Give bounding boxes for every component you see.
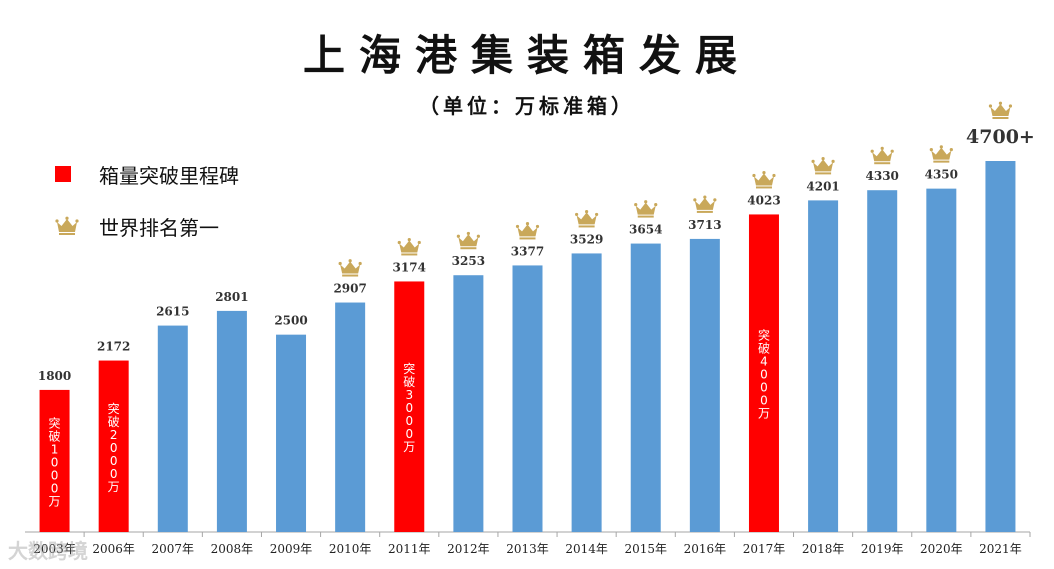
category-label: 2021年 xyxy=(979,542,1022,556)
bar-milestone xyxy=(98,360,129,532)
value-label: 4023 xyxy=(747,193,780,207)
category-label: 2018年 xyxy=(802,542,845,556)
value-label: 3713 xyxy=(688,218,721,232)
bar xyxy=(216,310,247,532)
bar xyxy=(335,302,366,532)
bar xyxy=(276,334,307,532)
value-label: 1800 xyxy=(38,369,71,383)
bar xyxy=(571,253,602,532)
milestone-label: 突破 2 0 0 0 万 xyxy=(108,401,120,494)
bar-milestone xyxy=(394,281,425,532)
category-label: 2010年 xyxy=(329,542,372,556)
category-label: 2019年 xyxy=(861,542,904,556)
value-label: 3377 xyxy=(511,244,544,258)
legend-rank-label: 世界排名第一 xyxy=(99,215,219,240)
category-label: 2020年 xyxy=(920,542,963,556)
crown-icon xyxy=(811,156,835,175)
watermark: 大数跨境 xyxy=(8,539,88,563)
milestone-label: 突破 1 0 0 0 万 xyxy=(49,415,61,508)
category-label: 2015年 xyxy=(624,542,667,556)
category-label: 2011年 xyxy=(388,542,431,556)
value-label: 2172 xyxy=(97,340,130,354)
crown-icon xyxy=(693,195,717,213)
crown-icon xyxy=(870,146,894,165)
crown-icon xyxy=(397,238,421,256)
category-label: 2014年 xyxy=(565,542,608,556)
category-label: 2009年 xyxy=(270,542,313,556)
value-label: 2907 xyxy=(333,282,366,296)
value-label: 4700+ xyxy=(966,126,1035,148)
crown-icon xyxy=(988,101,1013,119)
crown-icon xyxy=(515,222,540,240)
legend-milestone-label: 箱量突破里程碑 xyxy=(99,163,239,188)
value-label: 2615 xyxy=(156,305,189,319)
bar xyxy=(157,325,188,532)
value-label: 3654 xyxy=(629,223,662,237)
category-label: 2016年 xyxy=(684,542,727,556)
category-label: 2007年 xyxy=(152,542,195,556)
category-label: 2013年 xyxy=(506,542,549,556)
bar xyxy=(453,275,484,532)
value-label: 3529 xyxy=(570,232,603,246)
crown-icon xyxy=(752,171,776,189)
category-label: 2008年 xyxy=(211,542,254,556)
bar xyxy=(985,161,1016,532)
bar-milestone xyxy=(748,214,779,532)
legend-crown-icon xyxy=(55,216,79,235)
bar xyxy=(808,200,839,532)
legend-item-milestone: 箱量突破里程碑 xyxy=(55,160,239,188)
milestone-label: 突破 4 0 0 0 万 xyxy=(758,328,770,421)
crown-icon xyxy=(575,210,599,228)
value-label: 3174 xyxy=(393,260,426,274)
value-label: 4201 xyxy=(806,179,839,193)
bar xyxy=(512,265,543,532)
bar xyxy=(689,238,720,532)
category-label: 2012年 xyxy=(447,542,490,556)
legend: 箱量突破里程碑 世界排名第一 xyxy=(55,160,239,264)
chart-title: 上海港集装箱发展 xyxy=(302,31,751,80)
category-label: 2006年 xyxy=(92,542,135,556)
chart-subtitle: （单位：万标准箱） xyxy=(419,94,635,118)
crown-icon xyxy=(456,231,480,250)
legend-item-rank: 世界排名第一 xyxy=(55,212,239,240)
bar-milestone xyxy=(39,389,70,532)
value-label: 3253 xyxy=(452,254,485,268)
bar xyxy=(867,190,898,532)
bar xyxy=(630,243,661,532)
bar xyxy=(926,188,957,532)
category-label: 2003年 xyxy=(33,542,76,556)
value-label: 4330 xyxy=(866,169,899,183)
milestone-label: 突破 3 0 0 0 万 xyxy=(403,361,415,454)
value-label: 4350 xyxy=(925,168,958,182)
crown-icon xyxy=(929,145,953,163)
value-label: 2801 xyxy=(215,290,248,304)
legend-red-square-icon xyxy=(55,166,71,182)
crown-icon xyxy=(634,200,658,218)
value-label: 2500 xyxy=(274,314,307,328)
crown-icon xyxy=(338,259,362,277)
category-label: 2017年 xyxy=(743,542,786,556)
